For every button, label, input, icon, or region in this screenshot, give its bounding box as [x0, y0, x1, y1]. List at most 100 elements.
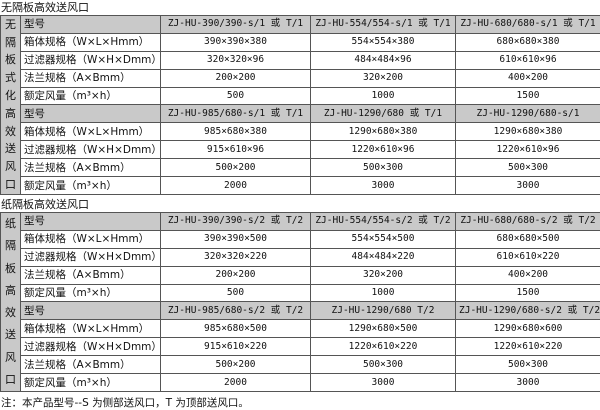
spec-label: 过滤器规格（W×H×Dmm）	[20, 337, 161, 357]
side-char: 高	[5, 106, 16, 120]
spec-label: 过滤器规格（W×H×Dmm）	[20, 140, 161, 160]
spec-value: 1290×680×500	[310, 319, 456, 339]
spec-row: 箱体规格（W×L×Hmm） 390×390×380 554×554×380 680×6…	[1, 32, 600, 52]
spec-row: 过滤器规格（W×H×Dmm） 915×610×220 1220×610×220 122…	[1, 337, 600, 357]
section-title: 纸隔板高效送风口	[1, 198, 89, 211]
spec-table: 纸隔板高效送风口型号 ZJ-HU-390/390-s/2 或 T/2 ZJ-HU-5…	[0, 212, 600, 392]
spec-value: 320×320×220	[160, 247, 311, 267]
spec-value: 1220×610×220	[455, 337, 600, 357]
spec-row: 过滤器规格（W×H×Dmm） 320×320×220 484×484×220 610×…	[1, 247, 600, 267]
spec-label: 法兰规格（A×Bmm）	[20, 158, 161, 178]
spec-value: 390×390×500	[160, 229, 311, 249]
spec-label: 过滤器规格（W×H×Dmm）	[20, 50, 161, 70]
spec-row: 法兰规格（A×Bmm） 500×200 500×300 500×300	[1, 355, 600, 375]
spec-value: 610×610×220	[455, 247, 600, 267]
spec-value: 500×300	[310, 158, 456, 178]
spec-value: 610×610×96	[455, 50, 600, 70]
spec-value: 1220×610×96	[455, 140, 600, 160]
spec-value: 390×390×380	[160, 32, 311, 52]
model-cell: ZJ-HU-1290/680 T/2	[310, 301, 456, 321]
header-label: 型号	[20, 104, 161, 124]
spec-row: 法兰规格（A×Bmm） 500×200 500×300 500×300	[1, 158, 600, 178]
side-char: 送	[5, 328, 16, 342]
side-char: 风	[5, 160, 16, 174]
spec-value: 320×320×96	[160, 50, 311, 70]
spec-label: 法兰规格（A×Bmm）	[20, 265, 161, 285]
spec-value: 1290×680×380	[455, 122, 600, 142]
spec-value: 3000	[310, 373, 456, 392]
spec-row: 箱体规格（W×L×Hmm） 985×680×380 1290×680×380 1290…	[1, 122, 600, 142]
spec-value: 985×680×500	[160, 319, 311, 339]
spec-value: 400×200	[455, 68, 600, 88]
spec-value: 500×300	[310, 355, 456, 375]
spec-label: 箱体规格（W×L×Hmm）	[20, 122, 161, 142]
spec-value: 3000	[455, 373, 600, 392]
spec-label: 额定风量（m³×h）	[20, 373, 161, 392]
side-char: 隔	[5, 35, 16, 49]
model-cell: ZJ-HU-554/554-s/2 或 T/2	[310, 212, 456, 231]
spec-value: 1000	[310, 283, 456, 303]
spec-value: 554×554×500	[310, 229, 456, 249]
spec-value: 3000	[310, 176, 456, 195]
model-cell: ZJ-HU-985/680-s/1 或 T/1	[160, 104, 311, 124]
table-body: 无隔板式化高效送风口型号 ZJ-HU-390/390-s/1 或 T/1 ZJ-HU…	[0, 15, 600, 195]
side-char: 纸	[5, 217, 16, 231]
spec-value: 1500	[455, 283, 600, 303]
spec-label: 额定风量（m³×h）	[20, 86, 161, 106]
side-char: 隔	[5, 239, 16, 253]
spec-value: 484×484×96	[310, 50, 456, 70]
spec-value: 915×610×220	[160, 337, 311, 357]
spec-value: 1290×680×380	[310, 122, 456, 142]
spec-value: 200×200	[160, 265, 311, 285]
footnote: 注：本产品型号--S 为侧部送风口，T 为顶部送风口。	[1, 397, 249, 409]
spec-value: 2000	[160, 176, 311, 195]
spec-row: 法兰规格（A×Bmm） 200×200 320×200 400×200	[1, 68, 600, 88]
spec-value: 484×484×220	[310, 247, 456, 267]
side-char: 送	[5, 142, 16, 156]
spec-value: 985×680×380	[160, 122, 311, 142]
spec-value: 320×200	[310, 68, 456, 88]
spec-label: 法兰规格（A×Bmm）	[20, 355, 161, 375]
spec-value: 554×554×380	[310, 32, 456, 52]
spec-row: 箱体规格（W×L×Hmm） 985×680×500 1290×680×500 1290…	[1, 319, 600, 339]
spec-value: 1500	[455, 86, 600, 106]
header-row: 纸隔板高效送风口型号 ZJ-HU-390/390-s/2 或 T/2 ZJ-HU-5…	[0, 212, 600, 392]
model-cell: ZJ-HU-1290/680 或 T/1	[310, 104, 456, 124]
spec-value: 2000	[160, 373, 311, 392]
side-char: 风	[5, 350, 16, 364]
spec-value: 500×300	[455, 355, 600, 375]
spec-row: 额定风量（m³×h） 500 1000 1500	[1, 283, 600, 303]
spec-row: 过滤器规格（W×H×Dmm） 915×610×96 1220×610×96 1220×…	[1, 140, 600, 160]
model-cell: ZJ-HU-1290/680-s/2 或 T/2	[455, 301, 600, 321]
spec-value: 500×200	[160, 158, 311, 178]
spec-value: 320×200	[310, 265, 456, 285]
table-body: 纸隔板高效送风口型号 ZJ-HU-390/390-s/2 或 T/2 ZJ-HU-5…	[0, 212, 600, 392]
spec-row: 额定风量（m³×h） 500 1000 1500	[1, 86, 600, 106]
side-char: 高	[5, 283, 16, 297]
side-label-cell: 无隔板式化高效送风口	[0, 15, 21, 195]
spec-label: 箱体规格（W×L×Hmm）	[20, 229, 161, 249]
header-row: 型号 ZJ-HU-985/680-s/2 或 T/2 ZJ-HU-1290/680 …	[1, 301, 600, 321]
spec-value: 680×680×380	[455, 32, 600, 52]
spec-row: 过滤器规格（W×H×Dmm） 320×320×96 484×484×96 610×61…	[1, 50, 600, 70]
model-cell: ZJ-HU-1290/680-s/1	[455, 104, 600, 124]
spec-label: 额定风量（m³×h）	[20, 176, 161, 195]
spec-label: 过滤器规格（W×H×Dmm）	[20, 247, 161, 267]
side-char: 式	[5, 71, 16, 85]
spec-table: 无隔板式化高效送风口型号 ZJ-HU-390/390-s/1 或 T/1 ZJ-HU…	[0, 15, 600, 195]
spec-value: 1220×610×96	[310, 140, 456, 160]
side-char: 效	[5, 306, 16, 320]
spec-row: 额定风量（m³×h） 2000 3000 3000	[1, 176, 600, 195]
spec-label: 额定风量（m³×h）	[20, 283, 161, 303]
spec-value: 500	[160, 283, 311, 303]
side-char: 口	[5, 178, 16, 192]
spec-value: 1290×680×600	[455, 319, 600, 339]
spec-row: 箱体规格（W×L×Hmm） 390×390×500 554×554×500 680×6…	[1, 229, 600, 249]
side-label-cell: 纸隔板高效送风口	[0, 212, 21, 392]
spec-value: 500	[160, 86, 311, 106]
section-title: 无隔板高效送风口	[1, 1, 89, 14]
spec-value: 1220×610×220	[310, 337, 456, 357]
spec-value: 500×300	[455, 158, 600, 178]
side-label: 无隔板式化高效送风口	[2, 17, 20, 194]
